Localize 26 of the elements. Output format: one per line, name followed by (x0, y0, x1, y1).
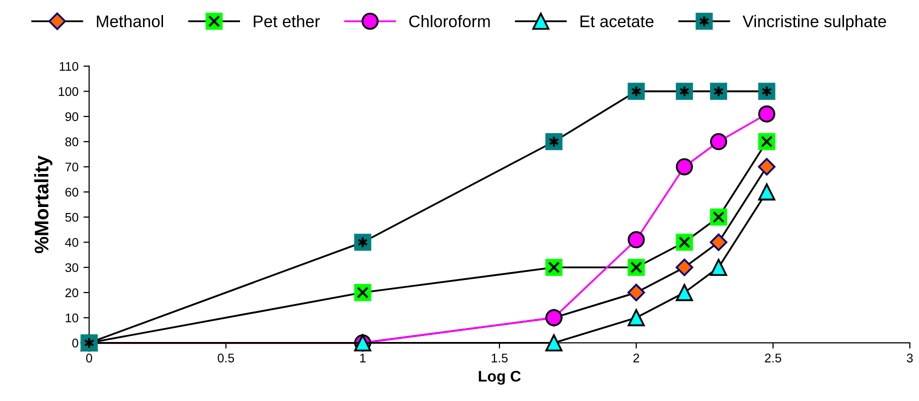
y-tick-label: 30 (65, 263, 78, 272)
x-tick-label: 2 (633, 354, 640, 362)
y-tick-label: 20 (65, 288, 78, 298)
x-tick-label: 3 (906, 354, 913, 362)
legend-label: Vincristine sulphate (742, 15, 886, 31)
y-tick-label: 110 (60, 62, 78, 71)
y-tick-label: 0 (72, 338, 78, 348)
y-tick-label: 40 (65, 238, 78, 247)
x-tick-label: 1 (360, 354, 366, 362)
y-tick-label: 90 (65, 112, 78, 122)
x-axis-title: Log C (478, 370, 521, 385)
legend-label: Methanol (96, 15, 164, 28)
x-tick-label: 0 (86, 354, 92, 362)
x-tick-label: 1.5 (492, 354, 508, 362)
y-tick-label: 10 (66, 314, 78, 322)
y-tick-label: 60 (65, 188, 78, 197)
y-axis-title: %Mortality (34, 155, 52, 254)
y-tick-label: 80 (65, 137, 78, 146)
legend-label: Et acetate (580, 16, 654, 28)
x-tick-label: 2.5 (764, 354, 782, 362)
legend-label: Pet ether (254, 15, 320, 28)
y-tick-label: 50 (65, 212, 78, 222)
y-tick-label: 100 (58, 87, 78, 96)
x-tick-label: 0.5 (218, 354, 234, 362)
legend-label: Chloroform (409, 15, 490, 28)
y-tick-label: 70 (65, 162, 78, 172)
